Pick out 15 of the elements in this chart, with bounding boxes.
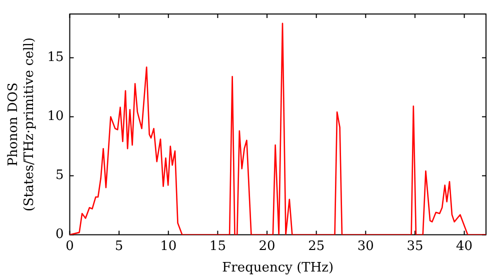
x-tick-label: 20 <box>258 238 276 254</box>
y-tick-label: 15 <box>47 50 64 66</box>
x-axis-title: Frequency (THz) <box>222 260 334 276</box>
x-tick-label: 30 <box>357 238 374 254</box>
x-tick-label: 35 <box>406 238 424 254</box>
x-tick-label: 5 <box>114 238 124 254</box>
y-axis-title: Phonon DOS (States/THz·primitive cell) <box>6 37 37 212</box>
x-tick-label: 15 <box>209 238 226 254</box>
x-tick-label: 10 <box>160 238 177 254</box>
x-tick-label: 0 <box>66 238 74 254</box>
y-tick-label: 5 <box>55 168 64 184</box>
x-tick-label: 40 <box>456 238 473 254</box>
y-tick-label: 0 <box>55 227 64 242</box>
y-tick-label: 10 <box>47 109 64 124</box>
x-tick-label: 25 <box>308 238 325 254</box>
